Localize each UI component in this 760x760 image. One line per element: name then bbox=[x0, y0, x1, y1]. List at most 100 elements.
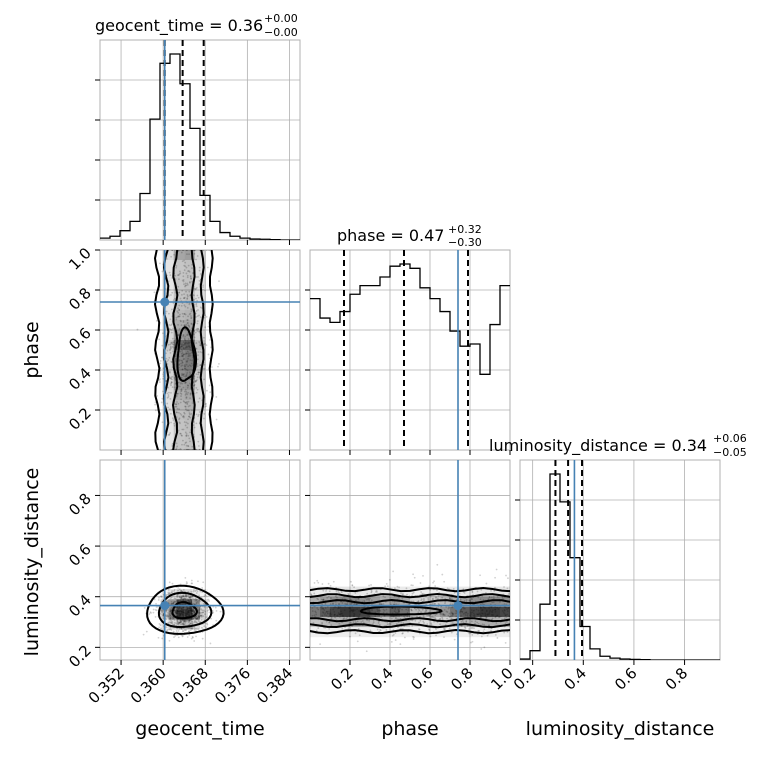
scatter-point bbox=[192, 381, 195, 383]
density-cell bbox=[184, 250, 195, 260]
density-cell bbox=[173, 290, 185, 300]
scatter-point bbox=[471, 591, 474, 594]
scatter-point bbox=[444, 600, 447, 603]
scatter-point bbox=[202, 250, 205, 252]
scatter-point bbox=[329, 584, 332, 587]
scatter-point bbox=[172, 602, 175, 605]
scatter-point bbox=[176, 623, 179, 625]
scatter-point bbox=[494, 633, 497, 636]
contour-line bbox=[310, 592, 510, 599]
scatter-point bbox=[444, 602, 446, 605]
scatter-point bbox=[166, 613, 169, 616]
scatter-point bbox=[189, 596, 192, 598]
scatter-point bbox=[196, 330, 199, 332]
scatter-point bbox=[191, 602, 194, 605]
scatter-point bbox=[193, 603, 195, 605]
scatter-point bbox=[419, 615, 421, 618]
scatter-point bbox=[197, 354, 199, 357]
scatter-point bbox=[492, 601, 495, 604]
scatter-point bbox=[186, 253, 188, 256]
scatter-point bbox=[168, 324, 171, 326]
scatter-point bbox=[195, 413, 198, 416]
scatter-point bbox=[391, 634, 394, 637]
scatter-point bbox=[203, 606, 206, 609]
scatter-point bbox=[410, 619, 412, 622]
scatter-point bbox=[483, 646, 486, 649]
scatter-point bbox=[468, 628, 470, 630]
scatter-point bbox=[182, 280, 185, 283]
scatter-point bbox=[183, 313, 186, 315]
scatter-point bbox=[428, 614, 431, 617]
scatter-point bbox=[183, 296, 186, 299]
scatter-point bbox=[181, 250, 184, 252]
scatter-point bbox=[423, 622, 425, 624]
scatter-point bbox=[178, 315, 181, 318]
scatter-point bbox=[171, 590, 174, 592]
scatter-point bbox=[198, 266, 201, 269]
density-cell bbox=[173, 360, 185, 370]
scatter-point bbox=[171, 341, 174, 344]
density-cell bbox=[440, 586, 450, 597]
scatter-point bbox=[193, 336, 196, 339]
scatter-point bbox=[185, 284, 188, 287]
scatter-point bbox=[330, 616, 333, 619]
scatter-point bbox=[179, 350, 182, 353]
scatter-point bbox=[178, 364, 181, 366]
scatter-point bbox=[353, 586, 355, 589]
scatter-point bbox=[167, 621, 170, 624]
scatter-point bbox=[210, 617, 213, 620]
scatter-point bbox=[485, 582, 488, 585]
scatter-point bbox=[199, 433, 202, 436]
scatter-point bbox=[441, 618, 444, 621]
scatter-point bbox=[173, 600, 176, 603]
density-cell bbox=[194, 340, 206, 350]
scatter-point bbox=[178, 421, 181, 424]
scatter-point bbox=[356, 620, 359, 623]
density-cell bbox=[200, 619, 208, 630]
density-cell bbox=[163, 250, 174, 260]
scatter-point bbox=[422, 597, 425, 600]
scatter-point bbox=[443, 613, 446, 616]
scatter-point bbox=[334, 616, 337, 619]
scatter-point bbox=[184, 335, 186, 338]
diag-frame-luminosity_distance bbox=[519, 459, 721, 661]
scatter-point bbox=[380, 603, 383, 606]
scatter-point bbox=[208, 609, 211, 611]
scatter-point bbox=[185, 397, 188, 399]
scatter-point bbox=[197, 602, 200, 604]
scatter-point bbox=[191, 445, 194, 448]
scatter-point bbox=[198, 445, 200, 447]
scatter-point bbox=[465, 621, 468, 623]
scatter-point bbox=[188, 437, 191, 440]
scatter-point bbox=[471, 598, 473, 601]
density-cell bbox=[192, 599, 200, 610]
scatter-point bbox=[215, 418, 218, 421]
density-cell bbox=[320, 606, 330, 617]
scatter-point bbox=[173, 377, 176, 379]
density-cell bbox=[194, 400, 206, 410]
scatter-point bbox=[372, 619, 375, 622]
scatter-point bbox=[413, 636, 415, 639]
density-cell bbox=[173, 380, 185, 390]
scatter-point bbox=[154, 401, 157, 404]
scatter-point bbox=[375, 589, 378, 592]
scatter-point bbox=[372, 621, 375, 624]
scatter-point bbox=[162, 332, 164, 335]
scatter-point bbox=[172, 299, 175, 302]
scatter-point bbox=[428, 629, 431, 632]
scatter-point bbox=[179, 619, 182, 622]
scatter-point bbox=[173, 619, 176, 621]
scatter-point bbox=[175, 442, 178, 445]
scatter-point bbox=[198, 341, 201, 343]
scatter-point bbox=[189, 373, 192, 375]
contour-line bbox=[153, 250, 161, 450]
scatter-point bbox=[184, 382, 186, 384]
scatter-point bbox=[202, 284, 204, 287]
scatter-point bbox=[439, 613, 441, 615]
scatter-point bbox=[154, 616, 157, 618]
contour-line bbox=[157, 591, 213, 628]
scatter-point bbox=[184, 393, 187, 396]
scatter-point bbox=[471, 640, 474, 643]
scatter-point bbox=[170, 600, 173, 603]
scatter-point bbox=[377, 622, 380, 624]
